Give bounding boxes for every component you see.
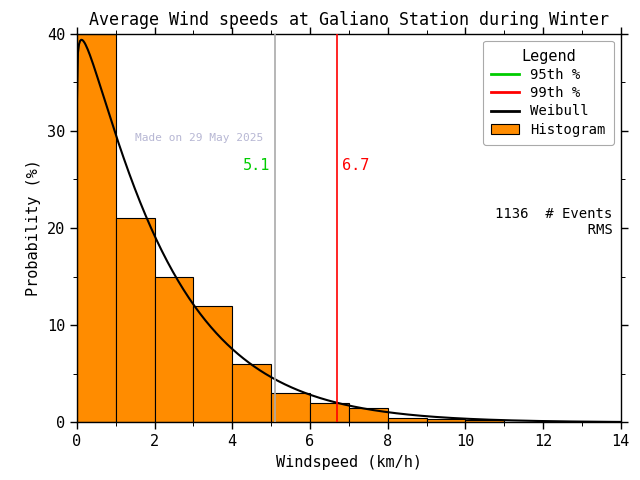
- Bar: [193, 306, 232, 422]
- Bar: [232, 364, 271, 422]
- Bar: [154, 276, 193, 422]
- Bar: [310, 403, 349, 422]
- Bar: [426, 420, 465, 422]
- Bar: [271, 393, 310, 422]
- Text: 5.1: 5.1: [243, 157, 270, 173]
- Bar: [116, 218, 154, 422]
- Bar: [77, 34, 116, 422]
- Bar: [388, 418, 426, 422]
- Text: Made on 29 May 2025: Made on 29 May 2025: [135, 132, 263, 143]
- X-axis label: Windspeed (km/h): Windspeed (km/h): [276, 455, 422, 470]
- Bar: [349, 408, 388, 422]
- Y-axis label: Probability (%): Probability (%): [26, 159, 41, 297]
- Text: 1136  # Events
       RMS: 1136 # Events RMS: [495, 206, 612, 237]
- Text: 6.7: 6.7: [342, 157, 369, 173]
- Legend: 95th %, 99th %, Weibull, Histogram: 95th %, 99th %, Weibull, Histogram: [483, 40, 614, 145]
- Title: Average Wind speeds at Galiano Station during Winter: Average Wind speeds at Galiano Station d…: [89, 11, 609, 29]
- Bar: [465, 420, 504, 422]
